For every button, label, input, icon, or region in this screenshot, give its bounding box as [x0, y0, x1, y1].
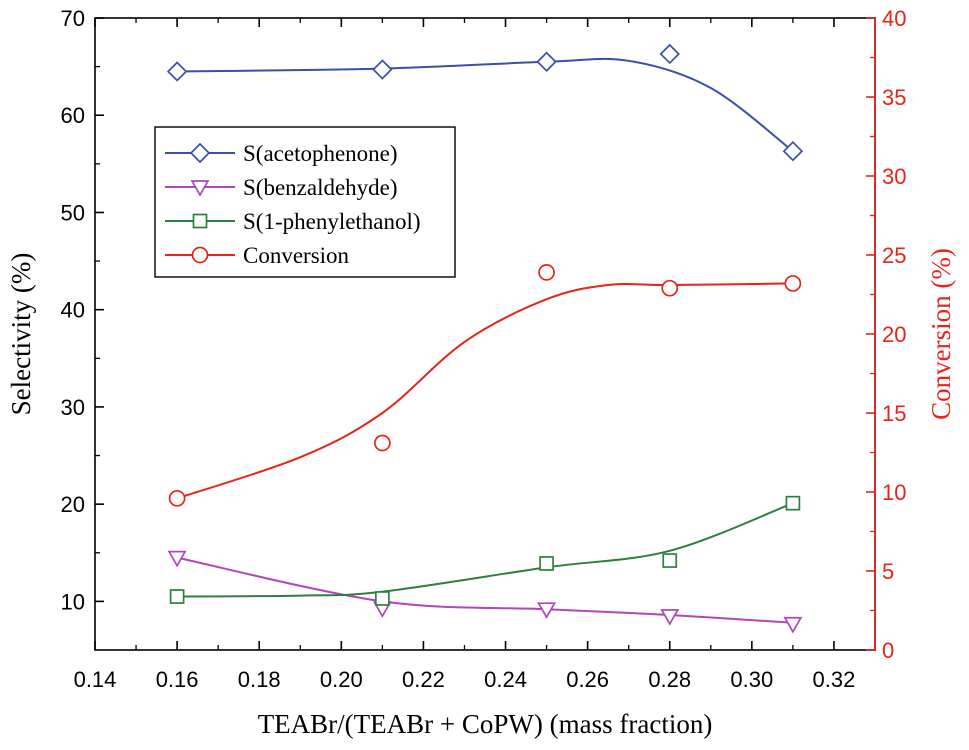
x-tick-label: 0.24: [484, 667, 527, 692]
y2-tick-label: 20: [882, 322, 906, 347]
x-tick-label: 0.16: [156, 667, 199, 692]
point-s-acetophenone: [166, 61, 188, 82]
legend-marker-conversion: [191, 246, 209, 264]
x-tick-label: 0.20: [320, 667, 363, 692]
point-conversion: [661, 279, 679, 297]
point-s-1-phenylethanol: [785, 495, 801, 511]
x-axis-title: TEABr/(TEABr + CoPW) (mass fraction): [258, 709, 713, 739]
x-tick-label: 0.14: [74, 667, 117, 692]
point-s-acetophenone: [372, 59, 393, 80]
x-tick-label: 0.22: [402, 667, 445, 692]
curve-s-benzaldehyde: [176, 556, 793, 624]
y-tick-label: 50: [61, 200, 85, 225]
point-s-benzaldehyde: [537, 602, 557, 619]
y-tick-label: 60: [61, 103, 85, 128]
y2-axis-ticks: 0 5 10 15 20 25 30 35 40: [866, 6, 906, 663]
y2-tick-label: 15: [882, 401, 906, 426]
curve-s-1-phenylethanol: [177, 502, 794, 598]
y2-axis-title: Conversion (%): [926, 248, 956, 420]
legend: S(acetophenone) S(benzaldehyde) S(1-phenyl…: [154, 126, 456, 278]
x-tick-label: 0.26: [566, 667, 609, 692]
y-tick-label: 10: [61, 589, 85, 614]
x-tick-label: 0.28: [648, 667, 691, 692]
y2-tick-label: 0: [882, 638, 894, 663]
x-axis-ticks: 0.14 0.16 0.18 0.20 0.22 0.24 0.26 0.28 0.30 0.32: [74, 18, 856, 692]
y2-tick-label: 30: [882, 164, 906, 189]
y2-tick-label: 35: [882, 85, 906, 110]
y2-tick-label: 25: [882, 243, 906, 268]
legend-marker-s-1-phenylethanol: [192, 213, 208, 229]
point-s-benzaldehyde: [167, 550, 187, 568]
point-s-acetophenone: [536, 51, 557, 72]
legend-label-s-1-phenylethanol: S(1-phenylethanol): [243, 209, 421, 234]
y-tick-label: 40: [61, 298, 85, 323]
x-tick-label: 0.30: [730, 667, 773, 692]
legend-label-s-acetophenone: S(acetophenone): [243, 141, 398, 166]
point-s-acetophenone: [659, 43, 680, 65]
legend-label-s-benzaldehyde: S(benzaldehyde): [243, 175, 398, 200]
series-markers: [166, 43, 804, 634]
point-s-1-phenylethanol: [375, 591, 390, 606]
curve-s-acetophenone: [177, 57, 794, 152]
curve-conversion: [176, 282, 793, 500]
plot-frame: [94, 17, 876, 651]
y2-tick-label: 40: [882, 6, 906, 31]
point-conversion: [538, 264, 555, 281]
legend-marker-s-acetophenone: [189, 142, 211, 164]
point-conversion: [374, 434, 391, 452]
y2-tick-label: 10: [882, 480, 906, 505]
point-s-1-phenylethanol: [539, 556, 554, 571]
point-conversion: [784, 275, 802, 292]
y-axis-title: Selectivity (%): [6, 253, 36, 416]
legend-label-conversion: Conversion: [243, 243, 350, 268]
legend-marker-s-benzaldehyde: [190, 180, 210, 197]
point-s-1-phenylethanol: [169, 589, 185, 604]
y-tick-label: 30: [61, 395, 85, 420]
y-tick-label: 70: [61, 6, 85, 31]
point-s-1-phenylethanol: [662, 553, 678, 568]
point-s-acetophenone: [782, 141, 804, 162]
y-axis-ticks: 10 20 30 40 50 60 70: [61, 6, 104, 614]
x-tick-label: 0.32: [813, 667, 856, 692]
point-conversion: [168, 489, 186, 507]
point-s-benzaldehyde: [660, 609, 680, 626]
y-tick-label: 20: [61, 492, 85, 517]
point-s-benzaldehyde: [783, 616, 803, 634]
x-tick-label: 0.18: [238, 667, 281, 692]
y2-tick-label: 5: [882, 559, 894, 584]
